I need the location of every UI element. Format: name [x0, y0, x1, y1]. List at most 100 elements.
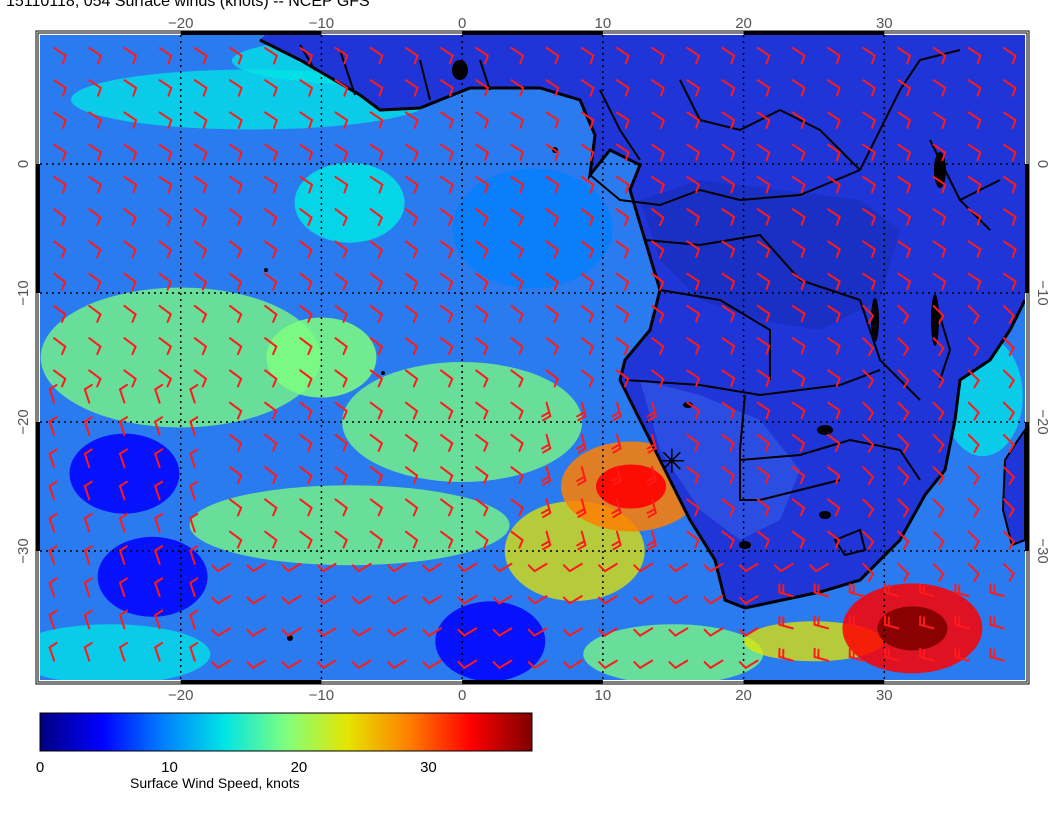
wind-barb: [88, 304, 102, 323]
wind-barb: [651, 272, 665, 291]
wind-barb: [862, 433, 875, 453]
wind-barb: [862, 79, 876, 97]
wind-barb: [967, 433, 980, 453]
wind-barb: [123, 272, 137, 291]
wind-barb: [756, 240, 771, 258]
wind-barb: [527, 659, 548, 669]
wind-barb: [862, 562, 875, 582]
wind-barb: [475, 530, 489, 549]
wind-barb: [158, 111, 173, 129]
wind-barb: [738, 562, 759, 573]
wind-barb: [545, 337, 559, 356]
wind-barb: [119, 545, 128, 565]
wind-barb: [756, 272, 771, 291]
wind-barb: [646, 466, 657, 486]
shading-core: [877, 606, 948, 651]
wind-barb: [541, 530, 552, 551]
wind-barb: [475, 369, 489, 388]
wind-barb: [228, 143, 243, 162]
wind-barb: [83, 609, 93, 630]
wind-barb: [932, 433, 945, 453]
wind-barb: [158, 208, 172, 227]
wind-barb: [193, 46, 208, 65]
wind-barb: [404, 498, 419, 517]
wind-barb: [615, 337, 630, 356]
wind-barb: [475, 79, 489, 97]
wind-barb: [246, 562, 267, 573]
wind-barb: [791, 240, 806, 258]
wind-barb: [264, 208, 278, 227]
wind-barb: [545, 111, 560, 129]
wind-barb: [967, 272, 982, 291]
wind-barb: [158, 272, 172, 291]
wind-barb: [369, 175, 384, 194]
colorbar-ramp: [39, 712, 533, 752]
wind-barb: [299, 79, 313, 97]
wind-barb: [598, 595, 618, 605]
wind-barb: [119, 383, 128, 404]
wind-barb: [686, 530, 700, 549]
wind-barb: [404, 175, 419, 194]
wind-barb: [387, 595, 407, 605]
wind-barb: [580, 79, 595, 97]
wind-barb: [932, 240, 947, 258]
wind-barb: [154, 641, 164, 662]
wind-barb: [334, 304, 348, 323]
wind-barb: [576, 530, 587, 551]
lon-tick-top: −20: [168, 15, 193, 32]
wind-barb: [827, 433, 841, 452]
wind-barb: [651, 111, 665, 129]
wind-barb: [158, 143, 173, 162]
wind-barb: [387, 562, 407, 573]
wind-barb: [1002, 111, 1017, 129]
wind-barb: [1002, 562, 1015, 582]
lon-tick-bottom: 10: [595, 687, 612, 704]
wind-barb: [154, 512, 164, 533]
frame-bar: [1025, 164, 1029, 293]
wind-barb: [299, 369, 313, 388]
wind-barb: [932, 530, 945, 550]
wind-barb: [83, 545, 93, 565]
wind-barb: [440, 240, 454, 259]
wind-barb: [545, 208, 559, 227]
wind-barb: [897, 337, 910, 357]
wind-barb: [246, 659, 267, 669]
wind-barb: [83, 480, 93, 501]
wind-barb: [813, 615, 829, 630]
wind-barb: [369, 143, 384, 162]
wind-barb: [738, 595, 759, 605]
wind-barb: [387, 659, 407, 669]
wind-barb: [510, 79, 525, 97]
wind-barb: [475, 143, 489, 162]
wind-barb: [686, 46, 700, 65]
wind-barb: [123, 175, 138, 194]
wind-barb: [932, 498, 945, 518]
wind-barb: [883, 583, 900, 598]
wind-barb: [756, 143, 771, 162]
wind-barb: [862, 208, 876, 226]
wind-barb: [53, 240, 67, 259]
wind-barb: [703, 595, 724, 605]
wind-barb: [48, 512, 58, 533]
frame-bar: [462, 31, 603, 35]
wind-barb: [686, 337, 700, 355]
wind-barb: [989, 583, 1005, 598]
wind-barb: [562, 659, 583, 669]
wind-barb: [967, 79, 982, 97]
wind-barb: [404, 208, 419, 227]
wind-barb: [721, 272, 736, 291]
wind-barb: [598, 659, 618, 669]
wind-barb: [510, 208, 524, 227]
wind-barb: [721, 111, 736, 129]
wind-barb: [123, 240, 137, 259]
graticule: [40, 35, 1025, 680]
wind-barb: [580, 369, 594, 388]
wind-barb: [440, 433, 454, 452]
wind-barb: [440, 143, 454, 162]
wind-barb: [721, 304, 736, 323]
wind-barb: [576, 466, 587, 486]
shading-blob: [40, 287, 321, 428]
wind-barb: [48, 480, 58, 501]
wind-barb: [756, 304, 771, 323]
wind-barb: [158, 175, 173, 194]
